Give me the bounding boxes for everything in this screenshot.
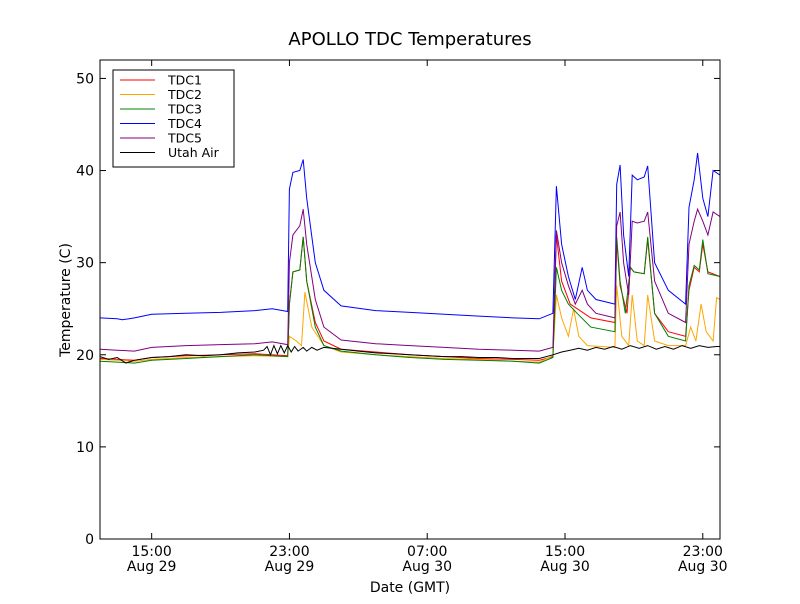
x-tick-label-time: 23:00 bbox=[269, 544, 309, 560]
y-tick-label: 20 bbox=[76, 348, 94, 364]
y-tick-label: 0 bbox=[85, 532, 94, 548]
x-tick-label-date: Aug 29 bbox=[265, 559, 315, 575]
x-tick-label-date: Aug 30 bbox=[678, 559, 728, 575]
x-tick-label-date: Aug 30 bbox=[402, 559, 452, 575]
y-tick-label: 50 bbox=[76, 71, 94, 87]
series-line-tdc5 bbox=[100, 207, 720, 352]
y-tick-label: 10 bbox=[76, 440, 94, 456]
x-tick-label-time: 15:00 bbox=[545, 544, 585, 560]
x-axis-label: Date (GMT) bbox=[370, 580, 450, 596]
x-tick-label-time: 07:00 bbox=[407, 544, 447, 560]
y-axis-label: Temperature (C) bbox=[58, 243, 74, 358]
y-tick-label: 40 bbox=[76, 164, 94, 180]
x-tick-label-time: 23:00 bbox=[683, 544, 723, 560]
legend-label: TDC3 bbox=[167, 102, 202, 117]
legend-label: TDC2 bbox=[167, 87, 202, 102]
chart-title: APOLLO TDC Temperatures bbox=[288, 29, 531, 50]
legend-box bbox=[112, 69, 235, 168]
series-line-utah-air bbox=[100, 344, 720, 364]
legend-label: TDC4 bbox=[167, 116, 202, 131]
x-tick-label-date: Aug 30 bbox=[540, 559, 590, 575]
x-tick-label-date: Aug 29 bbox=[127, 559, 177, 575]
legend-label: TDC1 bbox=[167, 73, 202, 88]
legend-label: TDC5 bbox=[167, 131, 202, 146]
plot-frame bbox=[99, 59, 721, 540]
x-tick-label-time: 15:00 bbox=[131, 544, 171, 560]
series-group bbox=[100, 152, 720, 364]
legend-label: Utah Air bbox=[168, 145, 220, 160]
series-line-tdc4 bbox=[100, 152, 720, 321]
y-tick-label: 30 bbox=[76, 256, 94, 272]
